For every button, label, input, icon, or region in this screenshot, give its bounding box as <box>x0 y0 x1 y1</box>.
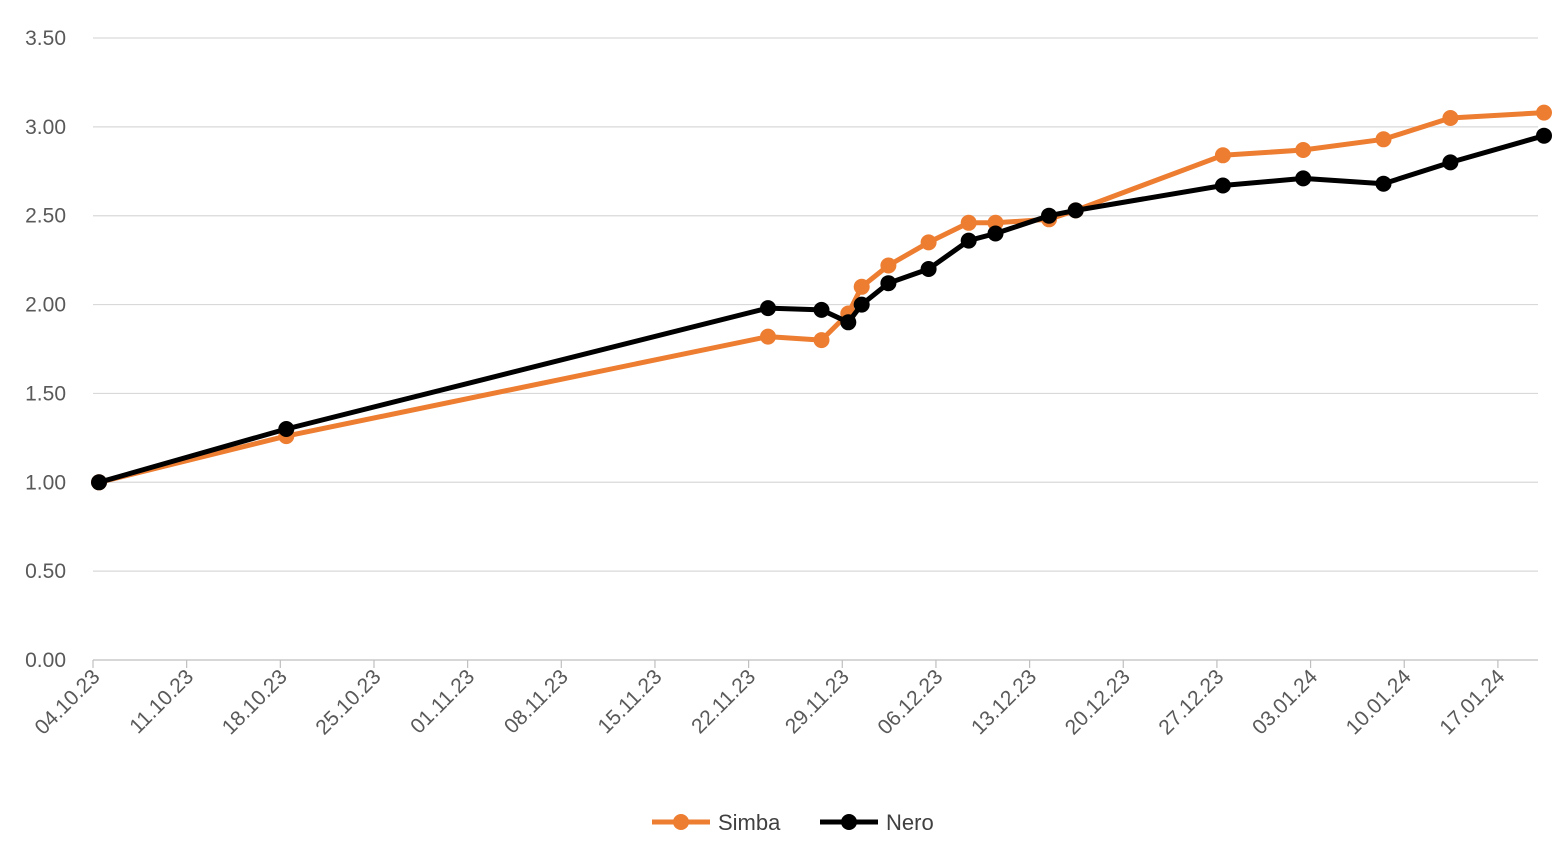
data-point <box>91 474 107 491</box>
data-point <box>1375 175 1392 192</box>
series-line <box>96 110 1547 485</box>
data-point <box>760 328 776 345</box>
x-tick-label: 15.11.23 <box>594 665 667 738</box>
data-point <box>1536 104 1552 121</box>
x-tick-label: 27.12.23 <box>1154 665 1228 739</box>
data-point <box>1214 177 1231 194</box>
data-point <box>1295 170 1312 187</box>
series <box>91 104 1552 491</box>
y-tick-label: 1.50 <box>25 382 66 405</box>
x-axis: 04.10.23 11.10.23 18.10.23 25.10.23 01.11.23… <box>30 659 1538 739</box>
series-nero <box>91 127 1552 491</box>
legend-marker <box>841 814 857 830</box>
x-tick-label: 01.11.23 <box>406 665 479 738</box>
series-simba <box>91 104 1552 491</box>
legend-item: Nero <box>820 810 934 835</box>
legend-label: Simba <box>718 810 781 835</box>
data-point <box>920 261 937 277</box>
data-point <box>1041 207 1057 224</box>
y-axis: 0.00 0.50 1.00 1.50 2.00 2.50 3.00 3.50 <box>25 27 66 672</box>
data-point <box>960 214 977 231</box>
data-point <box>960 232 977 249</box>
y-tick-label: 3.00 <box>25 116 66 139</box>
gridlines <box>93 37 1538 572</box>
y-tick-label: 2.00 <box>25 294 66 317</box>
data-point <box>987 225 1004 242</box>
legend-marker <box>673 814 689 830</box>
x-tick-label: 20.12.23 <box>1061 665 1135 739</box>
data-point <box>1375 131 1392 148</box>
x-tick-label: 25.10.23 <box>311 665 385 739</box>
y-tick-label: 3.50 <box>25 27 66 50</box>
y-tick-label: 0.50 <box>25 560 66 583</box>
data-point <box>1295 142 1312 158</box>
data-point <box>813 301 830 318</box>
data-point <box>1536 127 1552 144</box>
data-point <box>1442 154 1459 171</box>
legend-label: Nero <box>886 810 934 835</box>
x-tick-label: 11.10.23 <box>125 665 198 738</box>
x-tick-label: 04.10.23 <box>30 665 104 739</box>
legend: Simba Nero <box>652 810 934 835</box>
data-point <box>880 275 897 292</box>
x-tick-label: 13.12.23 <box>967 665 1041 739</box>
y-tick-label: 1.00 <box>25 471 66 494</box>
data-point <box>920 234 937 251</box>
data-point <box>1214 147 1231 164</box>
x-tick-label: 22.11.23 <box>687 665 760 738</box>
x-tick-label: 08.11.23 <box>500 665 573 738</box>
x-tick-label: 18.10.23 <box>218 665 292 739</box>
x-tick-label: 10.01.24 <box>1342 665 1416 739</box>
data-point <box>813 332 830 349</box>
data-point <box>853 278 870 295</box>
data-point <box>1442 110 1459 126</box>
x-tick-label: 03.01.24 <box>1248 665 1322 739</box>
data-point <box>880 257 897 274</box>
x-tick-label: 29.11.23 <box>781 665 854 738</box>
data-point <box>1067 202 1084 219</box>
legend-item: Simba <box>652 810 781 835</box>
data-point <box>278 421 295 437</box>
data-point <box>840 314 857 331</box>
data-point <box>760 300 776 317</box>
y-tick-label: 0.00 <box>25 649 66 672</box>
y-tick-label: 2.50 <box>25 205 66 228</box>
x-tick-label: 17.01.24 <box>1435 665 1509 739</box>
data-point <box>853 296 870 313</box>
x-tick-label: 06.12.23 <box>873 665 947 739</box>
